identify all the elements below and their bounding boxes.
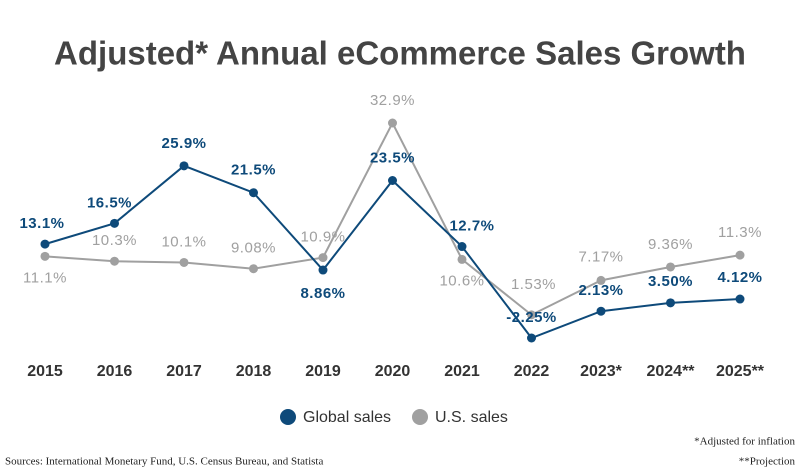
legend-marker	[412, 409, 428, 425]
data-label: 8.86%	[300, 285, 345, 302]
data-label: 11.1%	[23, 269, 67, 286]
data-label: 7.17%	[578, 248, 623, 265]
x-tick-label: 2019	[305, 363, 341, 380]
data-label: 9.08%	[231, 240, 276, 257]
data-label: 2.13%	[578, 282, 623, 299]
data-point	[249, 264, 258, 274]
data-label: 23.5%	[370, 149, 415, 166]
footnote: *Adjusted for inflation	[694, 436, 795, 448]
x-tick-label: 2016	[97, 363, 133, 380]
data-point	[457, 254, 467, 264]
data-point	[596, 306, 606, 316]
data-point	[318, 265, 328, 275]
data-label: 32.9%	[370, 92, 415, 109]
chart-title: Adjusted* Annual eCommerce Sales Growth	[54, 35, 746, 72]
x-tick-label: 2020	[375, 363, 411, 380]
data-label: 10.3%	[92, 232, 137, 249]
footnote: **Projection	[739, 456, 796, 468]
data-label: 12.7%	[449, 218, 494, 235]
legend-label: Global sales	[303, 409, 391, 426]
data-point	[735, 250, 745, 260]
x-tick-label: 2017	[166, 363, 202, 380]
data-label: 3.50%	[648, 273, 693, 290]
series-line	[44, 164, 741, 340]
data-point	[527, 310, 536, 320]
data-label: 10.1%	[161, 233, 206, 250]
data-point	[527, 333, 536, 343]
legend-marker	[280, 409, 296, 425]
x-tick-label: 2024**	[646, 363, 695, 380]
data-point	[388, 175, 397, 185]
data-label: 4.12%	[717, 269, 762, 286]
data-point	[388, 118, 397, 128]
x-tick-label: 2022	[514, 363, 550, 380]
data-point	[666, 262, 675, 272]
data-point	[596, 275, 606, 285]
data-label: 10.6%	[439, 272, 484, 289]
data-label: 13.1%	[19, 215, 64, 232]
data-point	[110, 218, 119, 228]
legend-label: U.S. sales	[435, 409, 508, 426]
data-label: 10.9%	[300, 229, 345, 246]
data-point	[40, 239, 50, 249]
data-point	[40, 251, 50, 261]
data-label: 1.53%	[511, 276, 556, 293]
data-point	[457, 242, 467, 252]
data-label: -2.25%	[506, 309, 557, 326]
x-tick-label: 2015	[27, 363, 63, 380]
data-label: 25.9%	[161, 135, 206, 152]
data-label: 16.5%	[87, 194, 132, 211]
data-point	[249, 188, 258, 198]
x-tick-label: 2023*	[580, 363, 623, 380]
data-point	[666, 298, 675, 308]
data-label: 21.5%	[231, 162, 276, 179]
data-point	[179, 257, 189, 267]
data-label: 9.36%	[648, 236, 693, 253]
data-point	[179, 161, 189, 171]
x-tick-label: 2025**	[716, 363, 765, 380]
x-tick-label: 2021	[444, 363, 480, 380]
data-label: 11.3%	[718, 224, 762, 241]
data-point	[110, 256, 119, 266]
data-point	[318, 253, 328, 263]
data-point	[735, 294, 745, 304]
source: Sources: International Monetary Fund, U.…	[5, 456, 323, 468]
x-tick-label: 2018	[236, 363, 272, 380]
